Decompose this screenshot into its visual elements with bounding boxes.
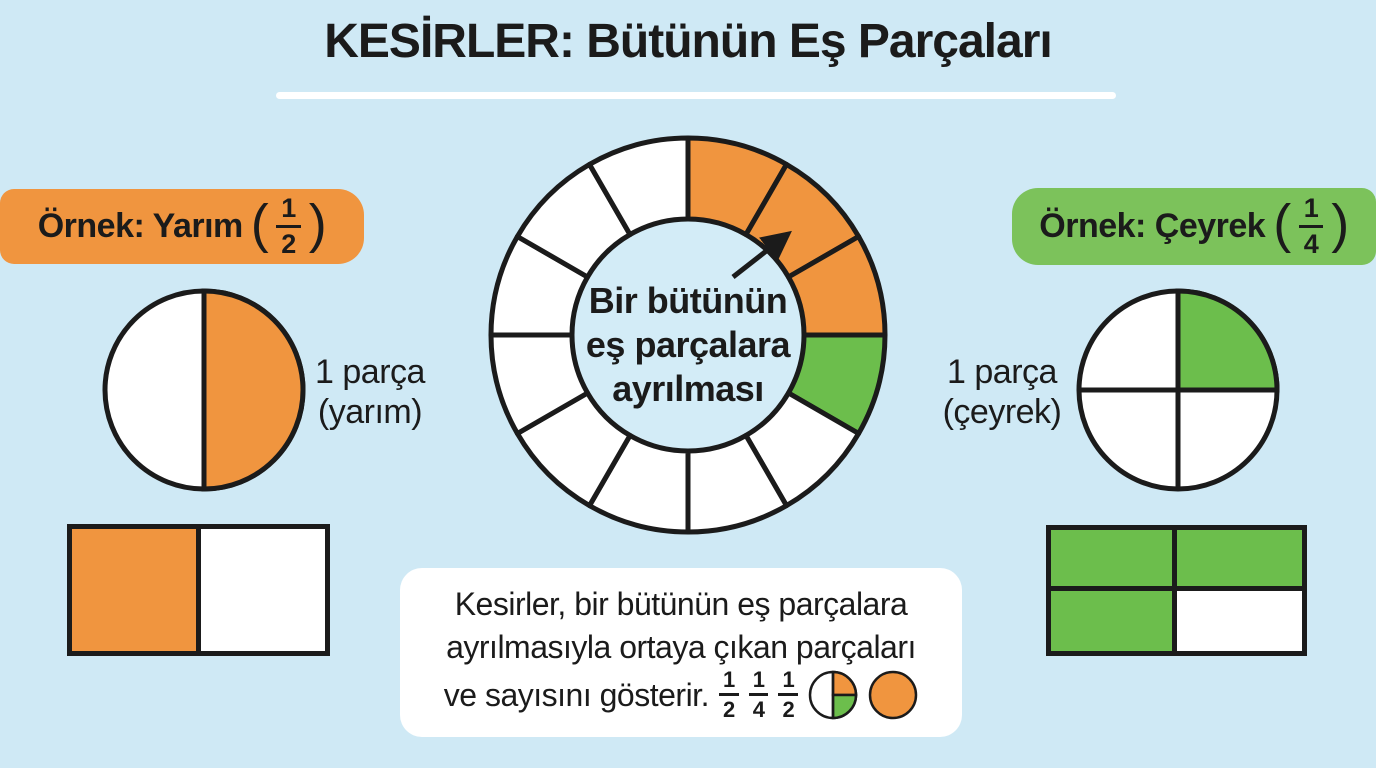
ring-center-caption: Bir bütünün eş parçalara ayrılması	[585, 280, 791, 409]
solid-circle-icon	[868, 670, 918, 720]
title-underline	[276, 92, 1116, 99]
rect-cell	[72, 529, 201, 651]
paren-close: )	[1331, 194, 1349, 255]
grid-cell	[1176, 590, 1302, 651]
mini-pie-icon	[808, 670, 858, 720]
paren-open: (	[1273, 194, 1291, 255]
ring-inner-circle	[572, 219, 804, 451]
fraction-one-half: 1 2	[718, 669, 739, 721]
half-rectangle-diagram	[67, 524, 330, 656]
half-circle-diagram	[102, 288, 306, 492]
example-banner-half: Örnek: Yarım ( 1 2 )	[0, 189, 364, 264]
fraction-one-quarter: 1 4	[748, 669, 769, 721]
page-title: KESİRLER: Bütünün Eş Parçaları	[324, 15, 1052, 68]
example-banner-quarter: Örnek: Çeyrek ( 1 4 )	[1012, 188, 1376, 265]
grid-cell	[1051, 590, 1177, 651]
quarter-caption: 1 parça (çeyrek)	[942, 353, 1062, 431]
quarter-circle-diagram	[1076, 288, 1280, 492]
half-caption: 1 parça (yarım)	[315, 353, 425, 431]
banner-label: Örnek: Çeyrek	[1039, 207, 1266, 245]
paren-open: (	[250, 194, 269, 255]
definition-panel: Kesirler, bir bütünün eş parçalara ayrıl…	[400, 568, 962, 737]
quarter-circle-filled-part	[1175, 288, 1280, 393]
ring-segments	[488, 135, 888, 535]
half-circle-filled-part	[201, 288, 306, 492]
fraction-one-half: 1 2	[778, 669, 799, 721]
fraction-one-quarter: 1 4	[1298, 195, 1324, 258]
arrow-pointer	[731, 230, 792, 279]
rect-cell	[201, 529, 325, 651]
ring-segment	[587, 135, 691, 238]
quarter-grid-diagram	[1046, 525, 1307, 656]
grid-cell	[1176, 530, 1302, 591]
grid-cell	[1051, 530, 1177, 591]
banner-label: Örnek: Yarım	[37, 207, 244, 245]
fraction-ring-diagram	[488, 135, 888, 535]
paren-close: )	[308, 194, 327, 255]
fraction-one-half: 1 2	[276, 195, 301, 258]
